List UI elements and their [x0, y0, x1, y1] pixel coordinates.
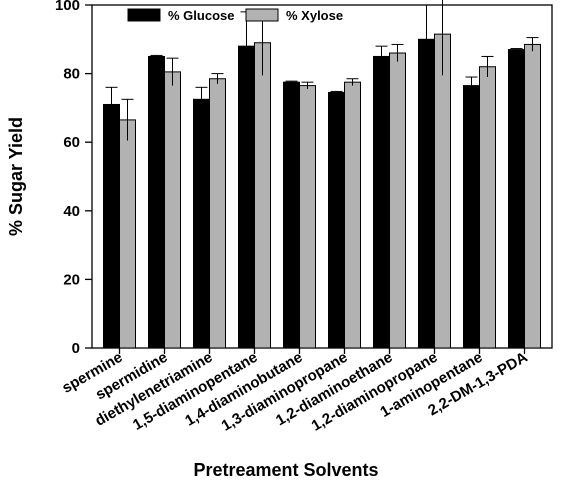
bar-glucose — [508, 49, 525, 349]
legend-label-glucose: % Glucose — [168, 8, 234, 23]
legend-label-xylose: % Xylose — [286, 8, 343, 23]
y-axis-title: % Sugar Yield — [6, 117, 26, 236]
y-axis: 0 20 40 60 80 100 — [55, 0, 92, 357]
y-tick-label: 20 — [63, 271, 80, 288]
bar-glucose — [193, 98, 210, 349]
bar-xylose — [524, 43, 541, 349]
y-tick-label: 100 — [55, 0, 80, 14]
bar-glucose — [283, 81, 300, 349]
x-axis-title: Pretreament Solvents — [193, 460, 378, 480]
legend-swatch-xylose — [245, 8, 279, 22]
bar-glucose — [463, 85, 480, 349]
bar-xylose — [434, 33, 451, 349]
legend-swatch-glucose — [127, 8, 161, 22]
legend: % Glucose % Xylose — [127, 8, 343, 23]
y-tick-label: 0 — [72, 340, 80, 357]
y-tick-label: 40 — [63, 203, 80, 220]
bar-glucose — [238, 45, 255, 349]
bar-glucose — [418, 38, 435, 349]
plot-frame — [91, 4, 553, 349]
y-tick-label: 60 — [63, 134, 80, 151]
bar-xylose — [299, 85, 316, 349]
bar-xylose — [389, 52, 406, 349]
bar-glucose — [148, 55, 165, 349]
bar-glucose — [328, 91, 345, 349]
x-axis: sperminespermidinediethylenetriamine1,5-… — [59, 348, 531, 435]
bar-xylose — [254, 42, 271, 349]
y-tick-label: 80 — [63, 66, 80, 83]
bar-xylose — [209, 78, 226, 349]
plot-border — [91, 4, 553, 349]
bar-glucose — [103, 103, 120, 349]
bar-series-group — [103, 33, 541, 349]
bar-xylose — [119, 119, 136, 349]
bar-xylose — [479, 66, 496, 349]
bar-glucose — [373, 55, 390, 349]
bar-xylose — [164, 71, 181, 349]
bar-xylose — [344, 81, 361, 349]
